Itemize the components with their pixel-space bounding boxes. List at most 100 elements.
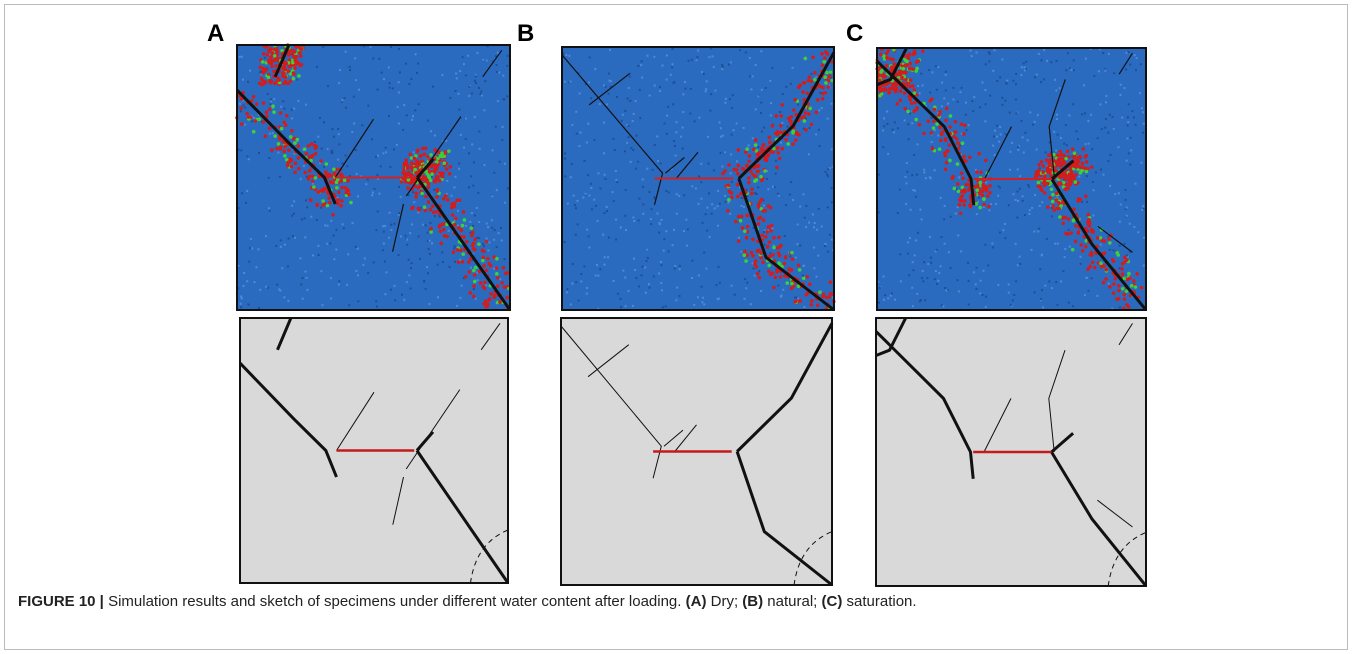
texture <box>388 66 390 68</box>
texture <box>341 162 343 164</box>
texture <box>965 102 967 104</box>
particle <box>1121 287 1125 291</box>
texture <box>412 191 414 193</box>
texture <box>624 110 626 112</box>
texture <box>418 235 420 237</box>
texture <box>485 284 487 286</box>
texture <box>265 235 267 237</box>
texture <box>337 128 339 130</box>
texture <box>944 243 946 245</box>
particle <box>442 161 446 165</box>
particle <box>289 135 293 139</box>
particle <box>745 214 749 218</box>
texture <box>763 127 765 129</box>
particle <box>287 53 291 57</box>
particle <box>791 131 795 135</box>
texture <box>1062 270 1064 272</box>
particle <box>968 155 972 159</box>
particle <box>793 98 797 102</box>
texture <box>1081 201 1083 203</box>
texture <box>803 306 805 308</box>
texture <box>242 79 244 81</box>
particle <box>769 229 773 233</box>
texture <box>936 283 938 285</box>
texture <box>702 297 704 299</box>
texture <box>402 129 404 131</box>
particle <box>755 265 759 269</box>
texture <box>1004 223 1006 225</box>
particle <box>978 206 982 210</box>
texture <box>483 109 485 111</box>
particle <box>265 110 269 114</box>
texture <box>1142 205 1144 207</box>
texture <box>778 195 780 197</box>
texture <box>971 100 973 102</box>
particle <box>1115 251 1119 255</box>
particle <box>1078 165 1082 169</box>
particle <box>900 76 904 80</box>
texture <box>595 205 597 207</box>
texture <box>372 58 374 60</box>
texture <box>1034 291 1036 293</box>
texture <box>564 175 566 177</box>
texture <box>658 232 660 234</box>
texture <box>721 165 723 167</box>
particle <box>760 147 764 151</box>
texture <box>1017 264 1019 266</box>
particle <box>944 154 948 158</box>
particle <box>767 153 771 157</box>
particle <box>1067 217 1071 221</box>
texture <box>970 50 972 52</box>
texture <box>593 139 595 141</box>
texture <box>787 126 789 128</box>
texture <box>780 142 782 144</box>
texture <box>1114 193 1116 195</box>
texture <box>731 181 733 183</box>
texture <box>688 60 690 62</box>
particle <box>435 195 439 199</box>
texture <box>1098 70 1100 72</box>
texture <box>724 151 726 153</box>
particle <box>727 183 731 187</box>
texture <box>389 87 391 89</box>
texture <box>406 281 408 283</box>
particle <box>472 269 476 273</box>
texture <box>713 66 715 68</box>
texture <box>1104 127 1106 129</box>
texture <box>314 141 316 143</box>
particle <box>759 256 763 260</box>
particle <box>754 138 758 142</box>
texture <box>938 272 940 274</box>
particle <box>791 142 795 146</box>
texture <box>1056 60 1058 62</box>
texture <box>731 285 733 287</box>
particle <box>272 110 276 114</box>
texture <box>273 98 275 100</box>
particle <box>349 201 353 205</box>
texture <box>646 55 648 57</box>
texture <box>1137 231 1139 233</box>
texture <box>240 110 242 112</box>
particle <box>772 286 776 290</box>
particle <box>239 107 243 111</box>
particle <box>786 142 790 146</box>
particle <box>465 240 469 244</box>
particle <box>1074 224 1078 228</box>
texture <box>1068 67 1070 69</box>
texture <box>785 86 787 88</box>
texture <box>414 109 416 111</box>
texture <box>1025 61 1027 63</box>
texture <box>659 86 661 88</box>
particle <box>487 262 491 266</box>
texture <box>766 178 768 180</box>
texture <box>645 292 647 294</box>
particle <box>757 164 761 168</box>
texture <box>911 122 913 124</box>
texture <box>306 289 308 291</box>
particle <box>889 57 893 61</box>
texture <box>1126 137 1128 139</box>
texture <box>922 84 924 86</box>
particle <box>279 111 283 115</box>
texture <box>427 272 429 274</box>
particle <box>772 236 776 240</box>
